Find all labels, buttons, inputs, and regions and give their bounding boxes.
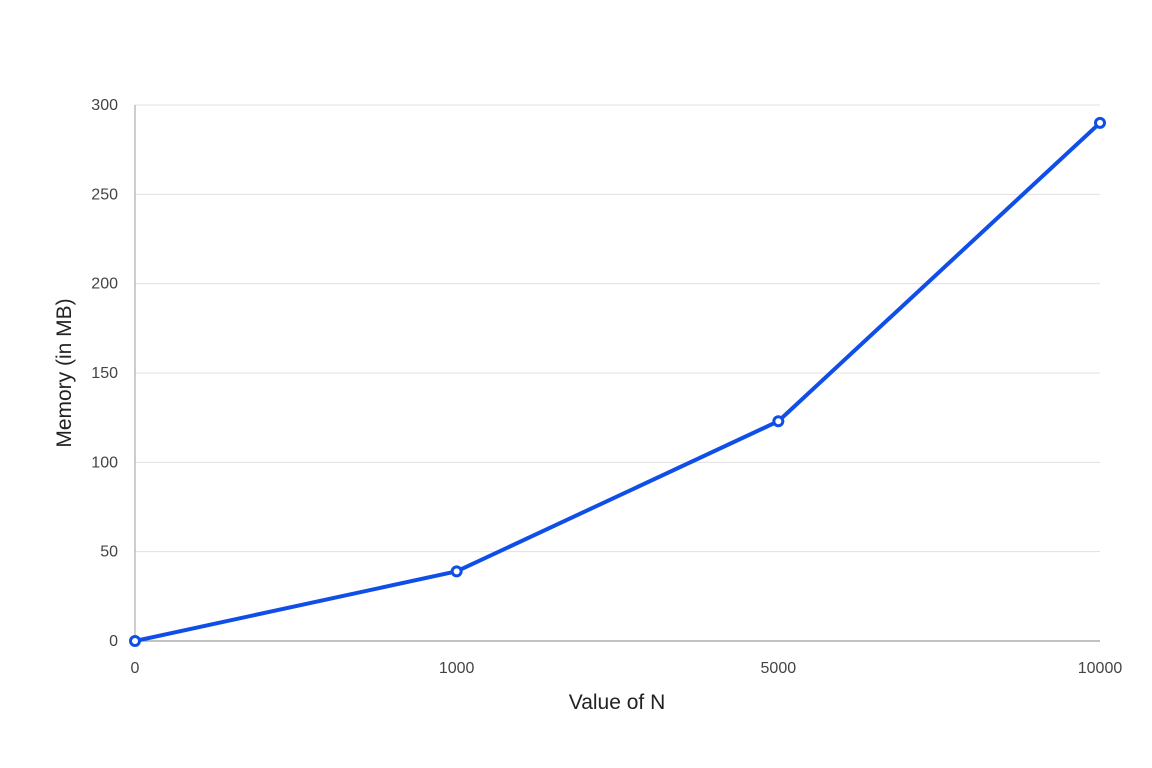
data-point-1000 [450, 565, 463, 578]
x-tick-label-0: 0 [131, 660, 140, 677]
y-tick-label-250: 250 [91, 186, 118, 203]
y-tick-label-0: 0 [109, 633, 118, 650]
y-tick-labels: 0 50 100 150 200 250 300 [91, 97, 118, 650]
y-axis-title: Memory (in MB) [53, 298, 76, 447]
x-tick-label-10000: 10000 [1078, 660, 1123, 677]
gridlines [135, 104, 1100, 553]
series-line-0 [133, 120, 1102, 643]
y-tick-label-300: 300 [91, 97, 118, 114]
x-tick-labels: 0 1000 5000 10000 [131, 660, 1123, 677]
data-point-0 [129, 635, 141, 647]
data-point-10000 [1094, 116, 1106, 129]
series [129, 116, 1106, 647]
y-tick-label-50: 50 [100, 544, 118, 561]
data-point-5000 [772, 415, 785, 428]
x-tick-label-1000: 1000 [439, 660, 475, 677]
y-tick-label-100: 100 [91, 454, 118, 471]
y-tick-label-200: 200 [91, 276, 118, 293]
x-tick-label-5000: 5000 [761, 660, 797, 677]
x-axis-title: Value of N [569, 691, 666, 714]
axes [134, 105, 1100, 642]
y-tick-label-150: 150 [91, 365, 118, 382]
